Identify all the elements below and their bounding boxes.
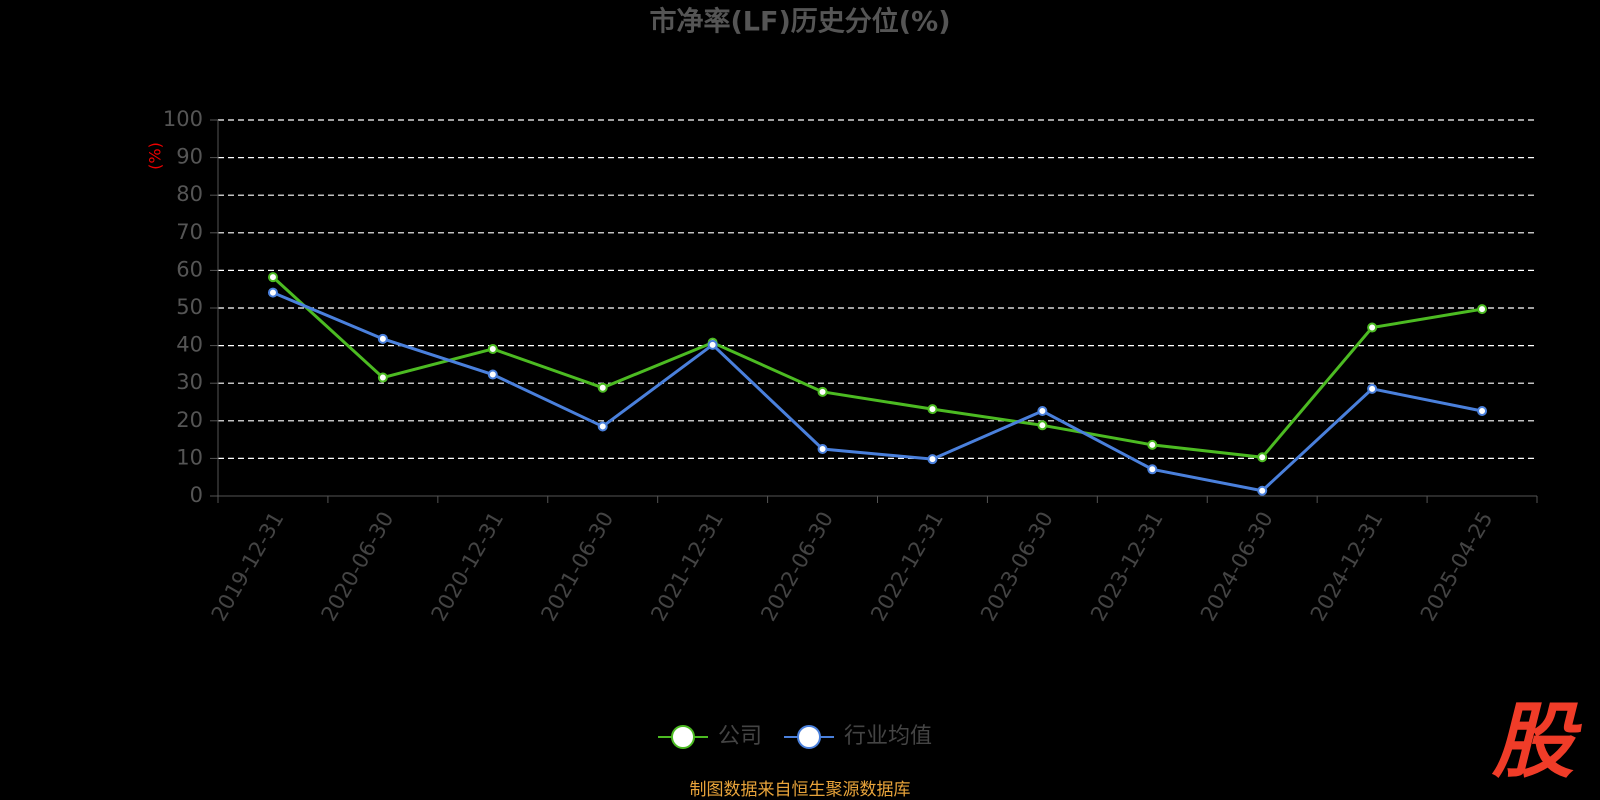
legend-marker: [671, 725, 695, 749]
x-tick-label: 2021-12-31: [646, 508, 728, 626]
x-tick-label: 2020-06-30: [317, 508, 399, 626]
y-tick-label: 10: [176, 445, 203, 469]
y-tick-label: 50: [176, 295, 203, 319]
data-point: [1037, 420, 1048, 431]
y-tick-label: 100: [163, 107, 203, 131]
data-point: [1477, 406, 1488, 417]
data-point: [1367, 383, 1378, 394]
source-note: 制图数据来自恒生聚源数据库: [690, 780, 911, 800]
data-point: [927, 404, 938, 415]
data-point: [377, 372, 388, 383]
data-point: [817, 444, 828, 454]
data-point: [267, 272, 278, 283]
y-tick-label: 70: [176, 220, 203, 244]
y-tick-label: 90: [176, 145, 203, 169]
x-tick-label: 2023-12-31: [1086, 508, 1168, 626]
x-tick-label: 2023-06-30: [976, 508, 1058, 626]
data-point: [377, 333, 388, 344]
data-point: [1037, 406, 1048, 417]
series-line: [272, 291, 1483, 493]
data-point: [707, 339, 718, 350]
x-tick-label: 2022-12-31: [866, 508, 948, 626]
x-tick-label: 2020-12-31: [427, 508, 509, 626]
x-tick-label: 2025-04-25: [1416, 508, 1498, 626]
data-point: [817, 386, 828, 397]
watermark-logo: 股: [1491, 694, 1582, 789]
data-point: [1257, 485, 1268, 496]
legend-marker: [797, 725, 822, 749]
data-point: [267, 287, 278, 298]
data-point: [1147, 439, 1158, 450]
data-point: [1367, 322, 1378, 333]
x-tick-label: 2024-12-31: [1306, 508, 1388, 626]
series-line: [271, 276, 1483, 459]
data-point: [597, 382, 608, 393]
data-point: [927, 454, 938, 465]
data-point: [1477, 304, 1488, 315]
y-tick-label: 80: [176, 182, 203, 206]
y-axis-label: (%): [146, 142, 165, 170]
chart-title: 市净率(LF)历史分位(%): [649, 6, 950, 38]
legend-item: 公司: [658, 724, 762, 749]
y-tick-label: 0: [190, 483, 203, 507]
legend-item: 行业均值: [784, 724, 932, 749]
y-tick-label: 20: [176, 408, 203, 432]
data-point: [487, 369, 498, 380]
y-tick-label: 60: [176, 257, 203, 281]
data-point: [487, 343, 498, 354]
x-tick-label: 2019-12-31: [207, 508, 289, 626]
data-point: [597, 421, 608, 432]
x-tick-label: 2024-06-30: [1196, 508, 1278, 626]
y-tick-label: 40: [176, 333, 203, 357]
legend-label: 行业均值: [844, 724, 932, 749]
legend-label: 公司: [718, 724, 762, 749]
data-point: [1147, 464, 1158, 475]
y-tick-label: 30: [176, 370, 203, 394]
x-tick-label: 2022-06-30: [756, 508, 838, 626]
x-tick-label: 2021-06-30: [536, 508, 618, 626]
data-point: [1257, 452, 1268, 463]
